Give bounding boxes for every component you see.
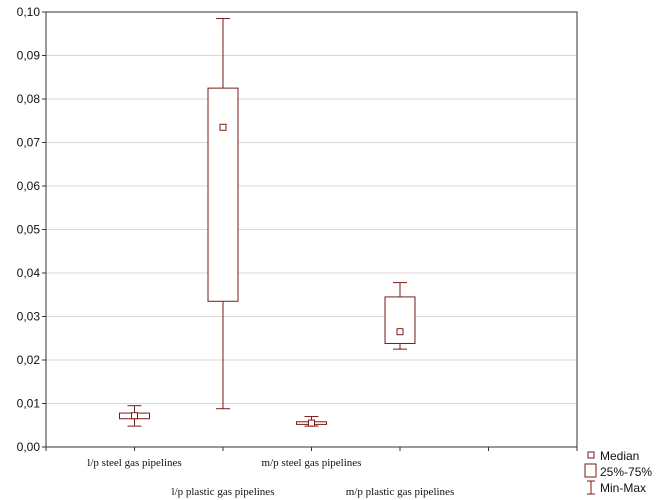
box-group-2 xyxy=(297,417,327,427)
median-marker-0 xyxy=(132,413,138,419)
box-group-1 xyxy=(208,19,238,409)
y-tick-label-3: 0,03 xyxy=(17,310,41,324)
box-group-3 xyxy=(385,283,415,350)
legend-label-median: Median xyxy=(600,449,639,463)
box-group-0 xyxy=(120,406,150,426)
category-label-1: l/p plastic gas pipelines xyxy=(172,486,275,498)
y-tick-label-8: 0,08 xyxy=(17,92,41,106)
grid-lines xyxy=(46,56,577,404)
legend-label-minmax: Min-Max xyxy=(600,481,646,495)
boxes xyxy=(120,19,416,427)
y-tick-label-6: 0,06 xyxy=(17,179,41,193)
y-tick-label-4: 0,04 xyxy=(17,266,41,280)
y-tick-label-10: 0,10 xyxy=(17,5,41,19)
category-label-2: m/p steel gas pipelines xyxy=(262,457,362,469)
median-marker-1 xyxy=(220,124,226,130)
quartile-box-3 xyxy=(385,297,415,344)
legend: Median 25%-75% Min-Max xyxy=(585,449,652,495)
legend-box-marker xyxy=(585,464,596,477)
x-axis-ticks xyxy=(46,447,577,451)
median-marker-2 xyxy=(309,420,315,426)
category-label-0: l/p steel gas pipelines xyxy=(87,457,181,469)
y-tick-label-0: 0,00 xyxy=(17,440,41,454)
y-tick-label-1: 0,01 xyxy=(17,397,41,411)
median-marker-3 xyxy=(397,329,403,335)
y-tick-label-2: 0,02 xyxy=(17,353,41,367)
legend-label-quartiles: 25%-75% xyxy=(600,465,652,479)
category-label-3: m/p plastic gas pipelines xyxy=(346,486,454,498)
legend-whisker-marker xyxy=(587,481,595,494)
y-axis-ticks: 0,00 0,01 0,02 0,03 0,04 0,05 0,06 0,07 0,08 0,09… xyxy=(17,5,46,454)
y-tick-label-9: 0,09 xyxy=(17,49,41,63)
legend-median-marker xyxy=(588,452,594,458)
y-tick-label-7: 0,07 xyxy=(17,136,41,150)
quartile-box-1 xyxy=(208,88,238,301)
y-tick-label-5: 0,05 xyxy=(17,223,41,237)
category-labels: l/p steel gas pipelines l/p plastic gas … xyxy=(87,457,454,498)
